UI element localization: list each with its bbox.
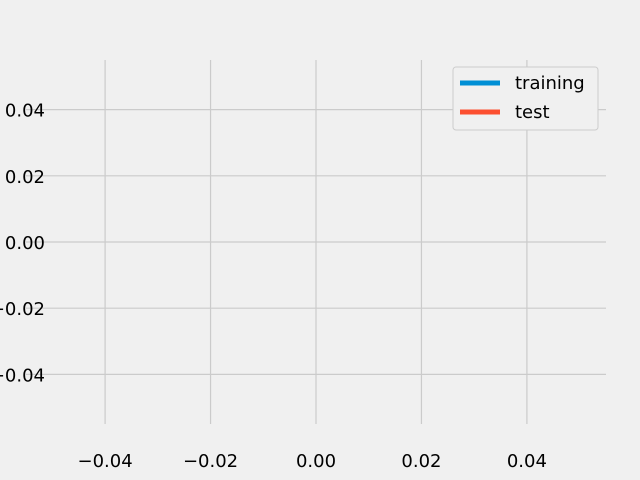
y-tick-label: −0.02 [0,299,45,320]
grid [26,60,606,424]
legend: training test [452,66,599,131]
x-axis: −0.04 −0.02 0.00 0.02 0.04 [78,451,547,472]
x-tick-label: 0.04 [507,451,547,472]
legend-label-training: training [515,73,585,94]
legend-label-test: test [515,102,550,123]
x-tick-label: 0.00 [296,451,336,472]
y-tick-label: 0.02 [5,167,45,188]
y-tick-label: 0.04 [5,101,45,122]
x-tick-label: −0.04 [78,451,133,472]
y-tick-label: 0.00 [5,233,45,254]
x-tick-label: −0.02 [183,451,238,472]
x-tick-label: 0.02 [401,451,441,472]
y-tick-label: −0.04 [0,365,45,386]
y-axis: 0.04 0.02 0.00 −0.02 −0.04 [0,101,45,387]
